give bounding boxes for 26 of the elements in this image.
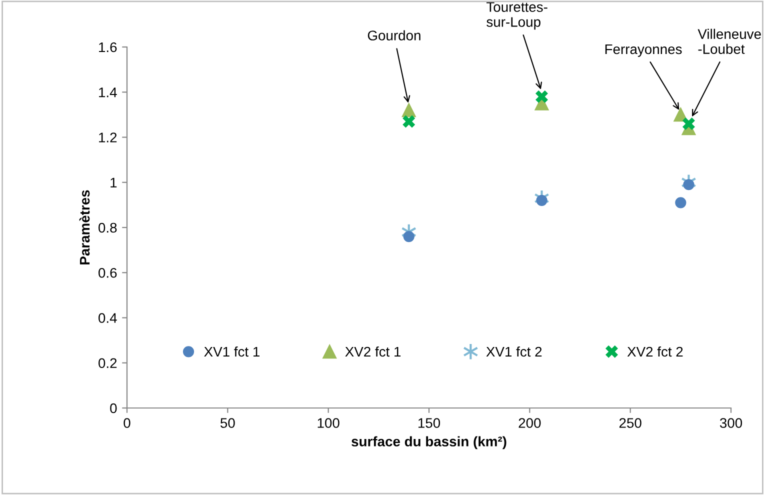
annotation: Tourettes- sur-Loup: [486, 2, 548, 30]
y-tick-label: 0.2: [98, 358, 117, 368]
y-axis-title: Paramètres: [79, 190, 90, 264]
y-tick-label: 0.4: [98, 313, 117, 323]
x-tick-label: 250: [619, 418, 642, 428]
annotation: Ferrayonnes: [605, 44, 682, 57]
y-tick-label: 0: [110, 403, 117, 414]
annotation: Villeneuve -Loubet: [698, 28, 761, 54]
x-tick-label: 0: [124, 418, 130, 428]
y-tick-label: 1.6: [99, 42, 117, 52]
x-tick-label: 200: [518, 418, 541, 428]
legend-label: XV2 fct 1: [345, 346, 401, 357]
y-tick-label: 1: [110, 178, 117, 188]
y-tick-label: 1.2: [99, 132, 117, 142]
x-tick-label: 300: [720, 418, 742, 428]
legend-label: XV1 fct 2: [486, 346, 542, 357]
legend-label: XV1 fct 1: [204, 346, 260, 357]
y-tick-label: 0.6: [98, 268, 117, 278]
legend-label: XV2 fct 2: [627, 346, 683, 357]
y-tick-label: 1.4: [99, 88, 117, 98]
x-tick-label: 150: [418, 418, 440, 428]
annotation: Gourdon: [368, 30, 420, 40]
x-tick-label: 50: [220, 418, 235, 428]
x-axis-title: surface du bassin (km²): [352, 436, 506, 450]
x-tick-label: 100: [318, 418, 340, 428]
y-tick-label: 0.8: [98, 222, 117, 233]
